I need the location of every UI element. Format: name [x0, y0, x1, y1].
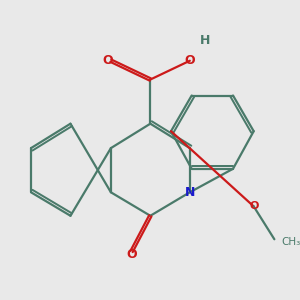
- Text: O: O: [249, 201, 258, 212]
- Text: CH₃: CH₃: [281, 237, 300, 247]
- Text: O: O: [184, 54, 195, 67]
- Text: O: O: [126, 248, 137, 261]
- Text: O: O: [103, 54, 113, 67]
- Text: H: H: [200, 34, 210, 46]
- Text: N: N: [184, 186, 195, 199]
